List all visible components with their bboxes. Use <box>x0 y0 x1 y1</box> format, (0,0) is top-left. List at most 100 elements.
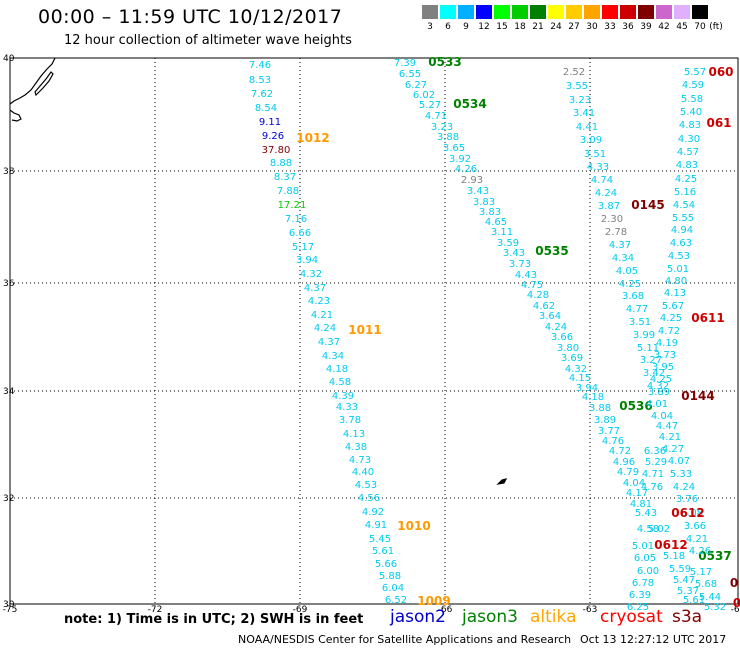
wave-height-value: 4.54 <box>673 200 695 211</box>
wave-height-value: 5.32 <box>704 602 726 613</box>
wave-height-value: 5.08 <box>681 508 703 519</box>
map-frame <box>9 57 739 605</box>
wave-height-value: 4.59 <box>682 80 704 91</box>
legend-label: 24 <box>550 22 562 32</box>
latitude-label: 30 <box>3 600 15 610</box>
wave-height-value: 3.65 <box>443 143 465 154</box>
wave-height-value: 4.73 <box>349 455 371 466</box>
wave-height-value: 4.34 <box>612 253 634 264</box>
wave-height-value: 3.88 <box>437 132 459 143</box>
wave-height-value: 4.25 <box>619 279 641 290</box>
wave-height-value: 3.88 <box>589 403 611 414</box>
pass-time-label: 060 <box>708 65 733 79</box>
wave-height-value: 7.16 <box>285 214 307 225</box>
legend-swatch <box>692 5 708 19</box>
wave-height-value: 4.41 <box>576 122 598 133</box>
legend-label: 33 <box>604 22 616 32</box>
sat-name-cryosat: cryosat <box>600 607 663 627</box>
wave-height-value: 4.79 <box>617 467 639 478</box>
wave-height-value: 8.37 <box>274 172 296 183</box>
wave-height-value: 4.53 <box>668 251 690 262</box>
wave-height-value: 3.87 <box>598 201 620 212</box>
wave-height-value: 4.27 <box>662 444 684 455</box>
wave-height-value: 4.23 <box>308 296 330 307</box>
latitude-labels: 40 38 36 34 32 30 <box>3 54 15 610</box>
wave-height-value: 5.33 <box>670 469 692 480</box>
wave-height-value: 4.72 <box>658 326 680 337</box>
wave-height-value: 9.11 <box>259 117 281 128</box>
wave-height-value: 6.66 <box>289 228 311 239</box>
legend-swatch <box>638 5 654 19</box>
wave-height-value: 4.39 <box>332 391 354 402</box>
wave-height-value: 5.01 <box>667 264 689 275</box>
legend-label: 45 <box>676 22 688 32</box>
legend-label: 15 <box>496 22 508 32</box>
wave-height-value: 6.36 <box>644 446 666 457</box>
wave-height-value: 4.77 <box>626 304 648 315</box>
lat-lon-grid <box>10 58 738 604</box>
wave-height-value: 4.57 <box>677 147 699 158</box>
wave-height-value: 3.80 <box>557 343 579 354</box>
wave-height-value: 2.30 <box>601 214 623 225</box>
wave-height-value: 5.43 <box>635 508 657 519</box>
legend-unit: (ft) <box>709 22 723 32</box>
wave-height-value: 3.27 <box>640 355 662 366</box>
wave-height-value: 5.58 <box>681 94 703 105</box>
wave-height-value: 6.39 <box>629 590 651 601</box>
wave-height-value: 4.37 <box>609 240 631 251</box>
wave-height-value: 5.57 <box>684 67 706 78</box>
wave-height-value: 4.32 <box>565 364 587 375</box>
sat-name-jason2: jason2 <box>390 607 446 627</box>
wave-height-value: 4.72 <box>609 446 631 457</box>
wave-height-value: 3.69 <box>561 353 583 364</box>
wave-height-labels: 7.46 8.53 7.62 8.54 9.11 9.26 37.80 8.88 8.37 7.8… <box>249 55 740 613</box>
wave-height-value: 5.55 <box>672 213 694 224</box>
wave-height-value: 5.88 <box>379 571 401 582</box>
latitude-label: 38 <box>3 167 15 177</box>
wave-height-value: 5.44 <box>699 592 721 603</box>
pass-time-label: 0612 <box>654 538 687 552</box>
legend-label: 39 <box>640 22 652 32</box>
wave-height-value: 3.09 <box>580 135 602 146</box>
legend-swatch <box>494 5 510 19</box>
wave-height-value: 4.17 <box>626 488 648 499</box>
wave-height-value: 4.83 <box>676 160 698 171</box>
wave-height-value: 5.17 <box>690 567 712 578</box>
wave-height-value: 3.94 <box>576 383 598 394</box>
longitude-label: -69 <box>293 605 308 615</box>
pass-time-label: 0 <box>730 576 738 590</box>
wave-height-value: 4.30 <box>678 134 700 145</box>
legend-swatch <box>530 5 546 19</box>
latitude-label: 40 <box>3 54 15 64</box>
wave-height-value: 4.07 <box>668 456 690 467</box>
wave-height-value: 5.68 <box>695 579 717 590</box>
wave-height-value: 4.43 <box>515 270 537 281</box>
latitude-label: 34 <box>3 387 15 397</box>
wave-height-value: 37.80 <box>262 145 291 156</box>
wave-height-value: 8.54 <box>255 103 277 114</box>
wave-height-value: 5.16 <box>674 187 696 198</box>
legend-label: 36 <box>622 22 634 32</box>
longitude-label: -75 <box>3 605 18 615</box>
wave-height-value: 2.78 <box>605 227 627 238</box>
wave-height-value: 4.28 <box>527 290 549 301</box>
wave-height-value: 3.68 <box>622 291 644 302</box>
wave-height-value: 7.88 <box>277 186 299 197</box>
pass-time-label: 0612 <box>671 506 704 520</box>
wave-height-value: 4.04 <box>651 411 673 422</box>
wave-height-value: 3.64 <box>539 311 561 322</box>
wave-height-value: 4.13 <box>343 429 365 440</box>
wave-height-value: 3.23 <box>431 122 453 133</box>
wave-height-value: 6.00 <box>637 566 659 577</box>
wave-height-value: 3.89 <box>594 415 616 426</box>
wave-height-value: 4.94 <box>671 225 693 236</box>
pass-time-label: 0536 <box>619 399 652 413</box>
legend-label: 18 <box>514 22 526 32</box>
wave-height-value: 4.47 <box>656 421 678 432</box>
map-title: 00:00 – 11:59 UTC 10/12/2017 <box>38 6 343 28</box>
wave-height-value: 4.26 <box>455 164 477 175</box>
wave-height-value: 3.78 <box>339 415 361 426</box>
credit-text: NOAA/NESDIS Center for Satellite Applica… <box>238 633 572 646</box>
wave-height-value: 6.02 <box>413 90 435 101</box>
